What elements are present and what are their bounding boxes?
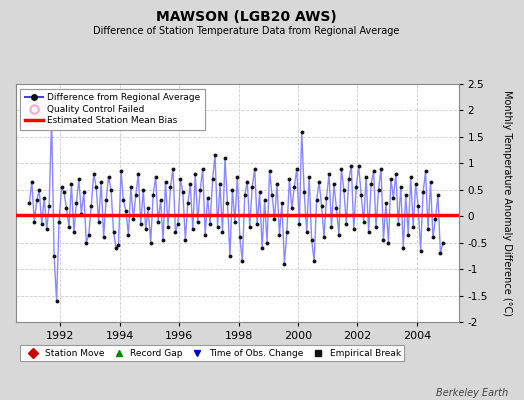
Text: Difference of Station Temperature Data from Regional Average: Difference of Station Temperature Data f… xyxy=(93,26,399,36)
Text: Berkeley Earth: Berkeley Earth xyxy=(436,388,508,398)
Text: MAWSON (LGB20 AWS): MAWSON (LGB20 AWS) xyxy=(156,10,336,24)
Legend: Difference from Regional Average, Quality Control Failed, Estimated Station Mean: Difference from Regional Average, Qualit… xyxy=(20,88,205,130)
Legend: Station Move, Record Gap, Time of Obs. Change, Empirical Break: Station Move, Record Gap, Time of Obs. C… xyxy=(20,345,404,362)
Y-axis label: Monthly Temperature Anomaly Difference (°C): Monthly Temperature Anomaly Difference (… xyxy=(502,90,512,316)
